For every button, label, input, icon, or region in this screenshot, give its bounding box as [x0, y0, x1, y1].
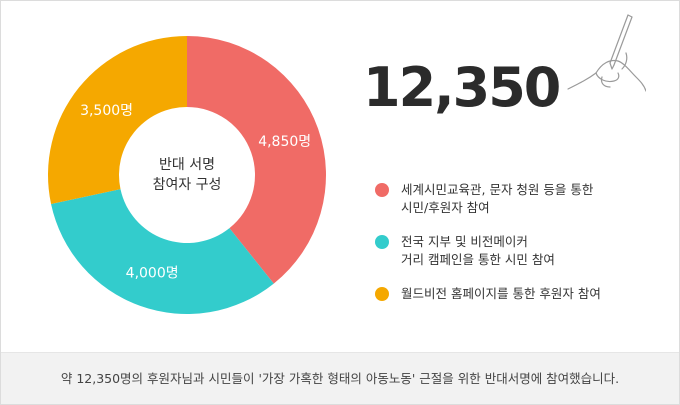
legend: 세계시민교육관, 문자 청원 등을 통한 시민/후원자 참여 전국 지부 및 비…: [375, 181, 601, 303]
slice-label: 4,000명: [126, 265, 179, 281]
center-label-line1: 반대 서명: [159, 157, 215, 173]
donut-slice: [187, 36, 326, 284]
legend-text: 세계시민교육관, 문자 청원 등을 통한 시민/후원자 참여: [401, 182, 594, 215]
legend-item: 전국 지부 및 비전메이커 거리 캠페인을 통한 시민 참여: [375, 233, 601, 269]
legend-item: 세계시민교육관, 문자 청원 등을 통한 시민/후원자 참여: [375, 181, 601, 217]
legend-dot-teal: [375, 235, 389, 249]
slice-label: 4,850명: [258, 134, 311, 150]
donut-slices: [48, 36, 326, 314]
hand-pen-icon: [567, 14, 646, 92]
donut-slice-labels: 4,850명 4,000명 3,500명: [80, 103, 311, 282]
slice-label: 3,500명: [80, 103, 133, 119]
legend-dot-red: [375, 183, 389, 197]
footer-caption: 약 12,350명의 후원자님과 시민들이 '가장 가혹한 형태의 아동노동' …: [1, 352, 679, 404]
center-label-line2: 참여자 구성: [153, 177, 222, 193]
legend-text: 전국 지부 및 비전메이커 거리 캠페인을 통한 시민 참여: [401, 234, 555, 267]
donut-slice: [51, 189, 274, 314]
donut-slice: [48, 36, 188, 204]
legend-dot-orange: [375, 287, 389, 301]
donut-chart: 4,850명 4,000명 3,500명 반대 서명 참여자 구성: [48, 36, 326, 314]
legend-item: 월드비전 홈페이지를 통한 후원자 참여: [375, 285, 601, 303]
legend-text: 월드비전 홈페이지를 통한 후원자 참여: [401, 286, 601, 301]
total-participants: 12,350: [363, 56, 561, 119]
